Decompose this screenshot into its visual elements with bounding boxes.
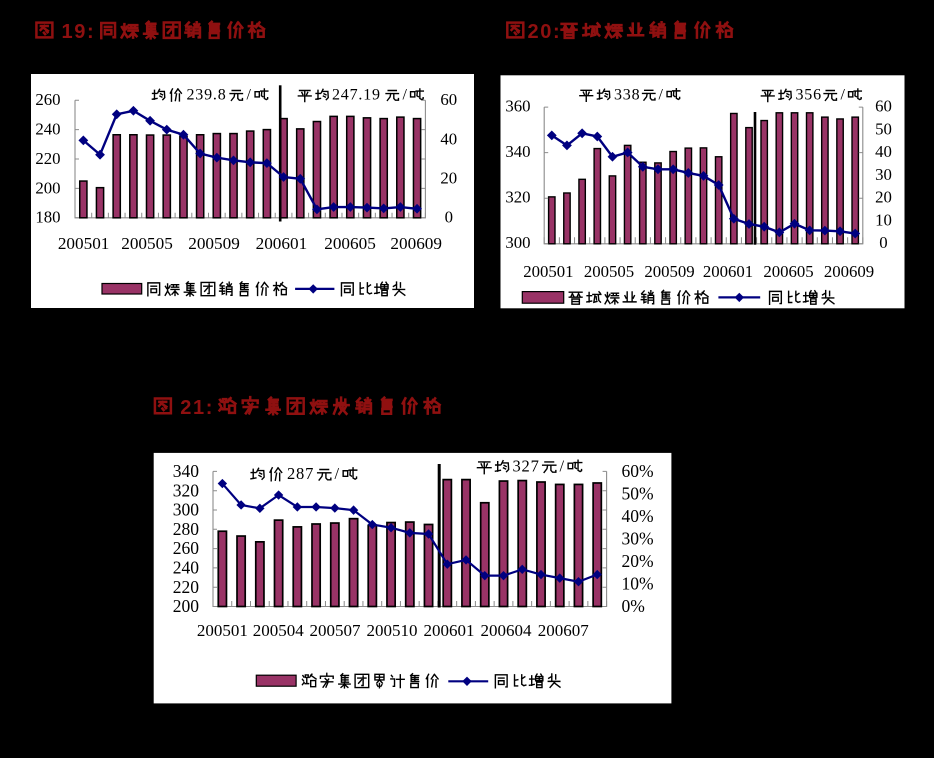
svg-text:220: 220 <box>173 577 200 597</box>
svg-text:180: 180 <box>35 208 60 227</box>
svg-text:19:: 19: <box>62 21 96 43</box>
svg-text:60: 60 <box>440 90 457 109</box>
svg-text:340: 340 <box>173 461 200 481</box>
svg-text:10%: 10% <box>622 574 654 594</box>
svg-text:200507: 200507 <box>310 621 362 640</box>
svg-text:220: 220 <box>35 149 60 168</box>
svg-text:20: 20 <box>875 188 892 207</box>
svg-text:240: 240 <box>173 558 200 578</box>
svg-text:30%: 30% <box>622 529 654 549</box>
svg-text:/: / <box>841 87 846 104</box>
svg-text:200504: 200504 <box>253 621 305 640</box>
svg-text:/: / <box>247 87 252 104</box>
svg-text:40%: 40% <box>622 506 654 526</box>
svg-text:50: 50 <box>875 119 892 138</box>
svg-text:200505: 200505 <box>121 234 173 253</box>
svg-text:260: 260 <box>173 538 200 558</box>
svg-text:260: 260 <box>35 90 60 109</box>
svg-text:60: 60 <box>875 97 892 116</box>
svg-text:0: 0 <box>879 233 887 252</box>
svg-text:21:: 21: <box>180 397 214 419</box>
svg-text:356: 356 <box>796 87 822 104</box>
svg-text:287: 287 <box>287 464 314 483</box>
svg-text:200605: 200605 <box>763 262 813 281</box>
svg-text:60%: 60% <box>622 461 654 481</box>
svg-text:200601: 200601 <box>424 621 475 640</box>
svg-text:0: 0 <box>445 208 453 227</box>
svg-text:320: 320 <box>173 480 200 500</box>
svg-text:/: / <box>659 86 664 103</box>
svg-text:200609: 200609 <box>824 262 874 281</box>
svg-text:300: 300 <box>173 500 200 520</box>
svg-text:360: 360 <box>505 97 530 116</box>
svg-text:200601: 200601 <box>256 234 308 253</box>
svg-text:200601: 200601 <box>703 262 753 281</box>
svg-text:/: / <box>403 87 408 104</box>
svg-text:200501: 200501 <box>58 234 110 253</box>
svg-text:20%: 20% <box>622 551 654 571</box>
svg-text:200509: 200509 <box>188 234 240 253</box>
svg-text:/: / <box>335 464 340 483</box>
svg-text:0%: 0% <box>622 596 645 616</box>
svg-text:247.19: 247.19 <box>332 87 381 104</box>
svg-text:200: 200 <box>35 178 60 197</box>
svg-text:30: 30 <box>875 165 892 184</box>
svg-text:200505: 200505 <box>584 262 634 281</box>
svg-text:320: 320 <box>505 188 530 207</box>
svg-text:50%: 50% <box>622 484 654 504</box>
svg-text:40: 40 <box>875 142 892 161</box>
svg-text:280: 280 <box>173 519 200 539</box>
svg-text:200510: 200510 <box>367 621 418 640</box>
svg-text:200509: 200509 <box>644 262 694 281</box>
svg-text:327: 327 <box>513 456 540 475</box>
svg-text:300: 300 <box>505 233 530 252</box>
svg-text:/: / <box>560 456 565 475</box>
svg-text:10: 10 <box>875 210 892 229</box>
svg-text:20:: 20: <box>528 21 562 43</box>
svg-text:340: 340 <box>505 142 530 161</box>
svg-text:200501: 200501 <box>523 262 573 281</box>
svg-text:40: 40 <box>440 129 457 148</box>
svg-text:200: 200 <box>173 596 200 616</box>
svg-text:20: 20 <box>440 169 457 188</box>
svg-text:239.8: 239.8 <box>187 87 227 104</box>
svg-text:200604: 200604 <box>481 621 533 640</box>
svg-text:338: 338 <box>614 86 640 103</box>
svg-text:240: 240 <box>35 120 60 139</box>
svg-text:200501: 200501 <box>197 621 248 640</box>
svg-text:200609: 200609 <box>390 234 442 253</box>
svg-text:200605: 200605 <box>324 234 376 253</box>
svg-text:200607: 200607 <box>538 621 590 640</box>
